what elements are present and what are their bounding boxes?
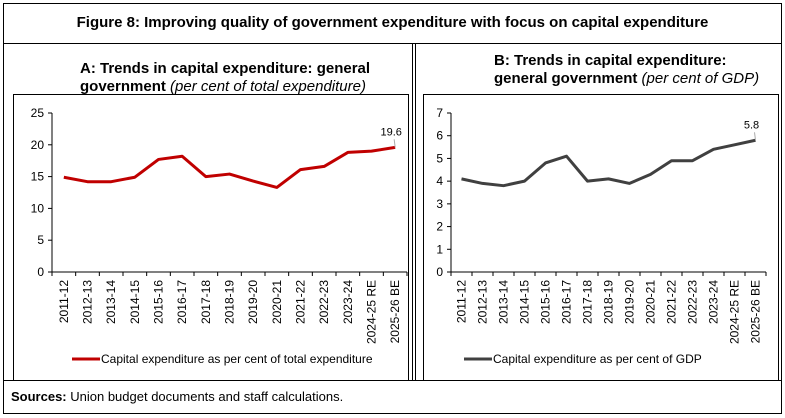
a-x-tick-label: 2019-20 [246, 280, 260, 324]
a-y-tick-label: 15 [31, 170, 45, 184]
b-y-tick-label: 3 [436, 197, 443, 211]
figure-title: Figure 8: Improving quality of governmen… [3, 3, 782, 44]
chart-a-title-main: A: Trends in capital expenditure: genera… [80, 60, 371, 95]
panel-divider [412, 44, 416, 381]
a-x-tick-label: 2015-16 [152, 280, 166, 324]
a-y-tick-label: 5 [37, 233, 44, 247]
a-x-tick-label: 2022-23 [317, 280, 331, 324]
b-x-tick-label: 2011-12 [455, 280, 469, 323]
chart-b-box: 0 1 2 3 4 5 6 7 2011-12 2012-13 2013-14 2014-15 2015… [423, 94, 779, 381]
a-x-tick-label: 2013-14 [104, 280, 118, 324]
figure-frame [3, 3, 782, 414]
b-x-tick-label: 2025-26 BE [749, 280, 763, 343]
a-data-label-leader [393, 139, 396, 148]
b-x-tick-label: 2014-15 [518, 280, 532, 324]
a-x-tick-label: 2016-17 [175, 280, 189, 324]
b-x-tick-label: 2013-14 [497, 280, 511, 324]
b-x-tick-label: 2022-23 [686, 280, 700, 324]
b-data-label: 5.8 [744, 119, 759, 131]
b-legend-label: Capital expenditure as per cent of GDP [493, 352, 702, 366]
b-x-tick-label: 2019-20 [623, 280, 637, 324]
a-x-tick-label: 2020-21 [270, 280, 284, 324]
chart-a-box: 0 5 10 15 20 25 2011-12 2012-13 2013-14 2014-15 20… [13, 94, 409, 381]
b-y-tick-label: 0 [436, 265, 443, 279]
b-y-tick-label: 4 [436, 174, 443, 188]
b-x-tick-label: 2024-25 RE [728, 280, 742, 344]
b-x-tick-label: 2017-18 [581, 280, 595, 324]
b-y-tick-label: 5 [436, 151, 443, 165]
a-x-tick-label: 2021-22 [294, 280, 308, 324]
a-data-label: 19.6 [380, 126, 401, 138]
b-data-label-leader [754, 132, 756, 141]
sources-label: Sources: [11, 389, 67, 404]
a-x-tick-label: 2024-25 RE [365, 280, 379, 344]
b-x-tick-label: 2018-19 [602, 280, 616, 324]
b-y-tick-label: 1 [436, 242, 443, 256]
b-x-tick-label: 2023-24 [707, 280, 721, 324]
sources-note: Sources: Union budget documents and staf… [11, 389, 343, 404]
a-y-tick-label: 20 [31, 138, 45, 152]
chart-b-title-main: B: Trends in capital expenditure: genera… [494, 52, 727, 87]
b-x-tick-label: 2012-13 [476, 280, 490, 324]
chart-b-title: B: Trends in capital expenditure: genera… [494, 52, 774, 88]
chart-a-title-unit: (per cent of total expenditure) [170, 78, 366, 95]
a-y-tick-label: 25 [31, 106, 45, 120]
b-y-tick-label: 2 [436, 220, 443, 234]
b-x-tick-label: 2015-16 [539, 280, 553, 324]
b-x-tick-label: 2021-22 [665, 280, 679, 324]
chart-b: 0 1 2 3 4 5 6 7 2011-12 2012-13 2013-14 2014-15 2015… [436, 106, 767, 366]
chart-a-title: A: Trends in capital expenditure: genera… [80, 60, 400, 96]
a-x-tick-label: 2018-19 [223, 280, 237, 324]
a-x-tick-label: 2011-12 [57, 280, 71, 323]
a-x-tick-label: 2023-24 [341, 280, 355, 324]
b-x-tick-label: 2020-21 [644, 280, 658, 324]
a-x-tick-label: 2025-26 BE [388, 280, 402, 343]
a-series-line [63, 145, 396, 189]
a-y-tick-label: 10 [31, 201, 45, 215]
b-y-tick-label: 6 [436, 129, 443, 143]
a-x-tick-label: 2014-15 [128, 280, 142, 324]
chart-a: 0 5 10 15 20 25 2011-12 2012-13 2013-14 2014-15 20… [31, 106, 408, 366]
a-x-tick-label: 2012-13 [81, 280, 95, 324]
a-x-tick-label: 2017-18 [199, 280, 213, 324]
sources-text: Union budget documents and staff calcula… [66, 389, 344, 404]
a-legend-label: Capital expenditure as per cent of total… [101, 352, 373, 366]
chart-b-title-unit: (per cent of GDP) [641, 70, 760, 87]
a-y-tick-label: 0 [37, 265, 44, 279]
b-y-tick-label: 7 [436, 106, 443, 120]
b-x-tick-label: 2016-17 [560, 280, 574, 324]
